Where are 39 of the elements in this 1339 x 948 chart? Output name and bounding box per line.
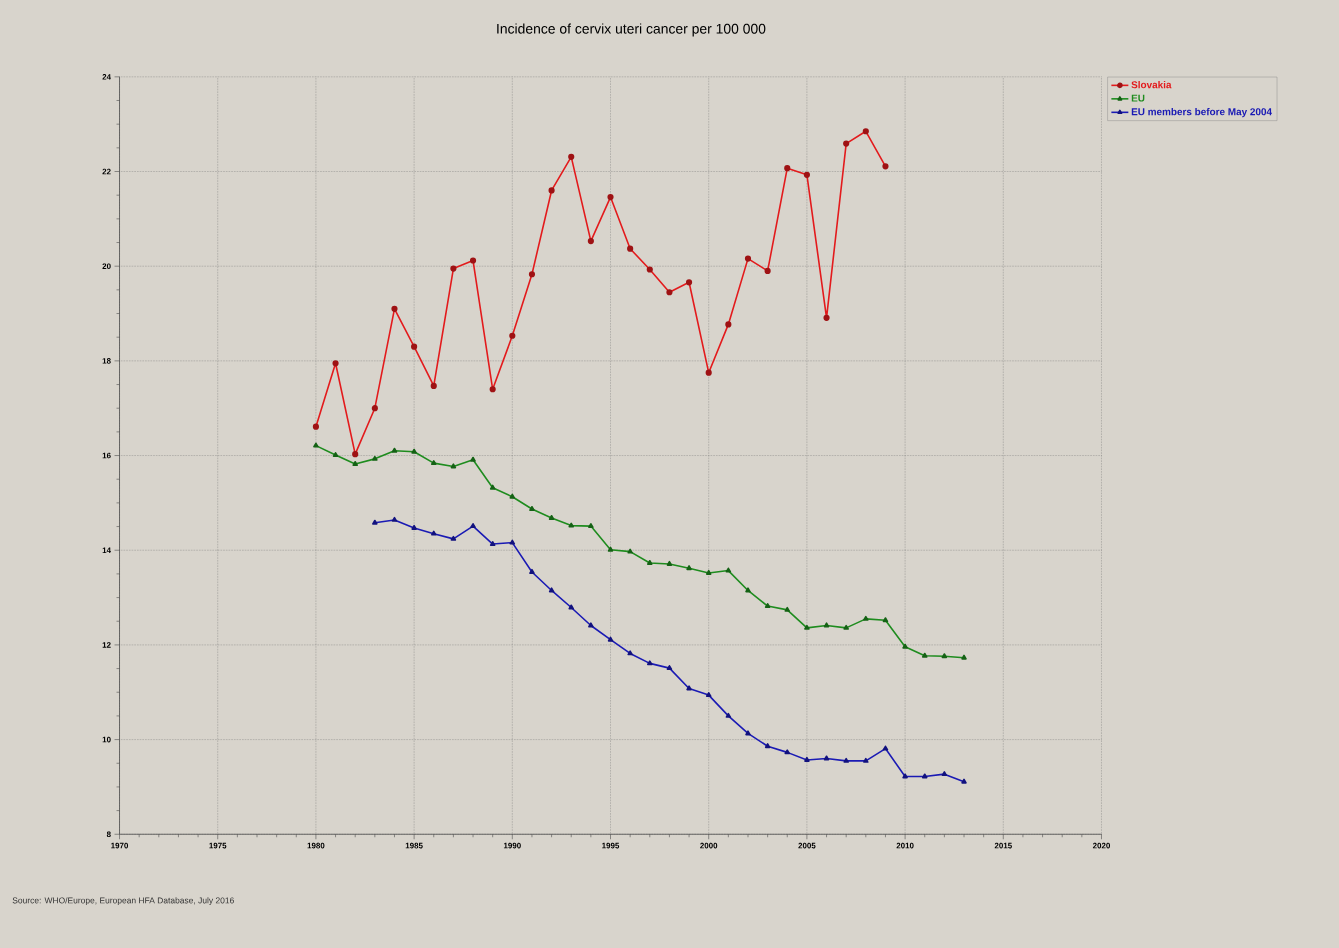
point (411, 448, 417, 454)
point (745, 587, 751, 593)
point (705, 569, 712, 575)
point (391, 447, 398, 453)
point (588, 522, 594, 529)
legend-label: EU (1131, 94, 1145, 102)
point (627, 548, 633, 554)
point (784, 606, 791, 612)
point (450, 463, 457, 469)
source-note: Source: WHO/Europe, European HFA Database, July 2016 (12, 897, 234, 906)
point (489, 484, 496, 490)
point (823, 622, 830, 628)
point (764, 602, 771, 609)
point (725, 567, 732, 573)
point (647, 559, 653, 565)
point (686, 565, 692, 571)
point (961, 654, 967, 660)
point (470, 456, 476, 462)
point (882, 617, 889, 623)
point (509, 493, 516, 499)
point (548, 514, 555, 520)
point (313, 442, 319, 448)
point (352, 460, 358, 466)
point (372, 455, 378, 461)
legend-label: EU members before May 2004 (1131, 107, 1272, 118)
point (607, 546, 614, 552)
point (921, 652, 928, 658)
point (332, 451, 339, 457)
point (902, 643, 908, 649)
chart-title: Incidence of cervix uteri cancer per 100 000 (497, 23, 766, 37)
point (529, 505, 535, 511)
legend-label: Slovakia (1131, 80, 1172, 89)
point (941, 653, 948, 659)
point (568, 522, 575, 528)
point (430, 460, 437, 466)
point (863, 615, 869, 621)
point (843, 624, 849, 630)
point (804, 624, 810, 630)
point (666, 560, 673, 566)
